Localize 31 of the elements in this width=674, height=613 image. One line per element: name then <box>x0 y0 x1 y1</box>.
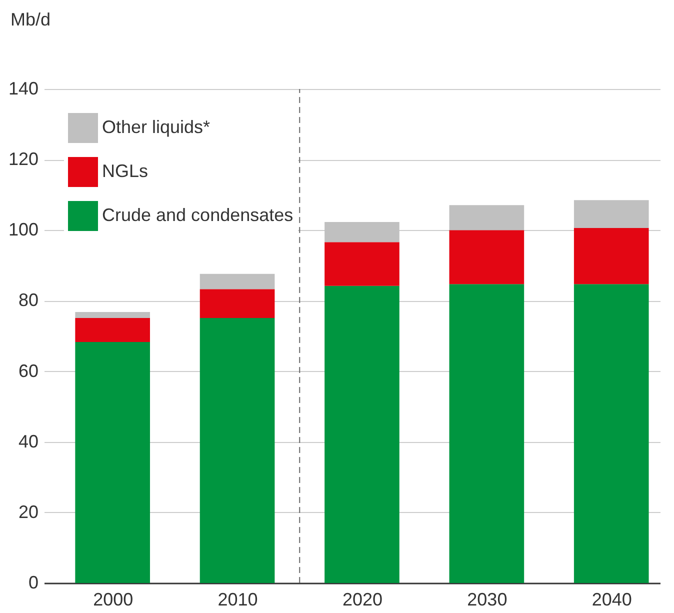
legend-label: Other liquids* <box>102 117 210 137</box>
y-tick-label: 140 <box>8 78 38 98</box>
bar <box>200 318 275 583</box>
bar <box>324 242 400 286</box>
bar <box>449 230 524 284</box>
y-tick-label: 40 <box>18 431 38 452</box>
y-axis-title: Mb/d <box>10 10 51 30</box>
bar <box>75 342 150 583</box>
y-tick-label: 20 <box>18 502 38 522</box>
bar <box>449 205 524 230</box>
bar <box>200 274 275 290</box>
bar <box>200 289 275 318</box>
legend-label: Crude and condensates <box>102 205 294 225</box>
y-tick-label: 60 <box>18 360 38 381</box>
bar <box>324 286 400 583</box>
y-tick-label: 0 <box>28 572 38 592</box>
bar <box>75 312 150 318</box>
y-tick-label: 120 <box>8 149 38 170</box>
x-tick-label: 2040 <box>592 590 632 610</box>
bar <box>574 200 649 228</box>
x-tick-label: 2030 <box>467 590 508 610</box>
bar <box>449 284 524 583</box>
bar <box>574 228 649 284</box>
bar <box>574 284 649 583</box>
y-tick-label: 100 <box>8 220 38 240</box>
x-tick-label: 2000 <box>93 590 134 610</box>
y-tick-label: 80 <box>18 290 38 310</box>
bar <box>75 318 150 342</box>
x-tick-label: 2010 <box>218 590 258 610</box>
x-tick-label: 2020 <box>342 590 382 610</box>
legend-label: NGLs <box>102 161 148 181</box>
